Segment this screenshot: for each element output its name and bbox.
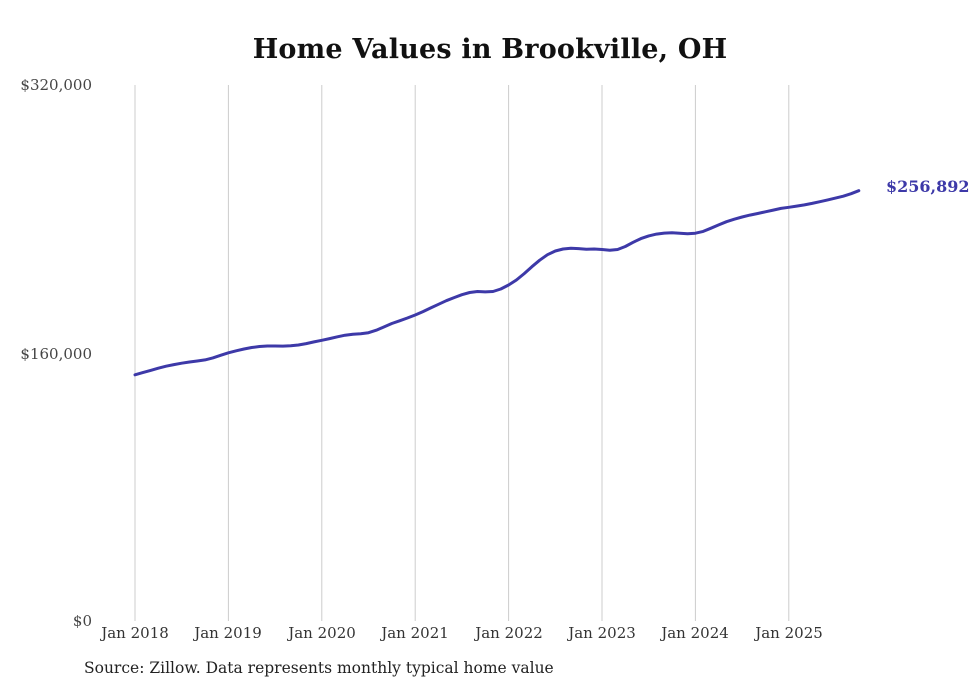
series-end-value-label: $256,892 <box>886 177 970 196</box>
y-axis-tick-160000: $160,000 <box>20 345 92 363</box>
source-attribution: Source: Zillow. Data represents monthly … <box>84 659 554 677</box>
x-axis-tick-jan-2025: Jan 2025 <box>755 624 823 642</box>
x-axis-tick-jan-2024: Jan 2024 <box>661 624 729 642</box>
x-axis-tick-jan-2018: Jan 2018 <box>101 624 169 642</box>
y-axis-tick-0: $0 <box>72 612 92 630</box>
y-axis-tick-320000: $320,000 <box>20 76 92 94</box>
x-axis-tick-jan-2019: Jan 2019 <box>194 624 262 642</box>
x-axis-tick-jan-2021: Jan 2021 <box>381 624 449 642</box>
x-axis-tick-jan-2023: Jan 2023 <box>568 624 636 642</box>
chart-title: Home Values in Brookville, OH <box>252 34 728 65</box>
x-axis-tick-jan-2022: Jan 2022 <box>475 624 543 642</box>
home-value-line-series <box>133 189 861 377</box>
x-axis-tick-jan-2020: Jan 2020 <box>288 624 356 642</box>
